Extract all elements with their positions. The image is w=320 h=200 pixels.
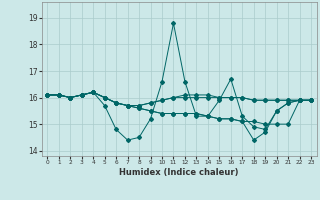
X-axis label: Humidex (Indice chaleur): Humidex (Indice chaleur) — [119, 168, 239, 177]
